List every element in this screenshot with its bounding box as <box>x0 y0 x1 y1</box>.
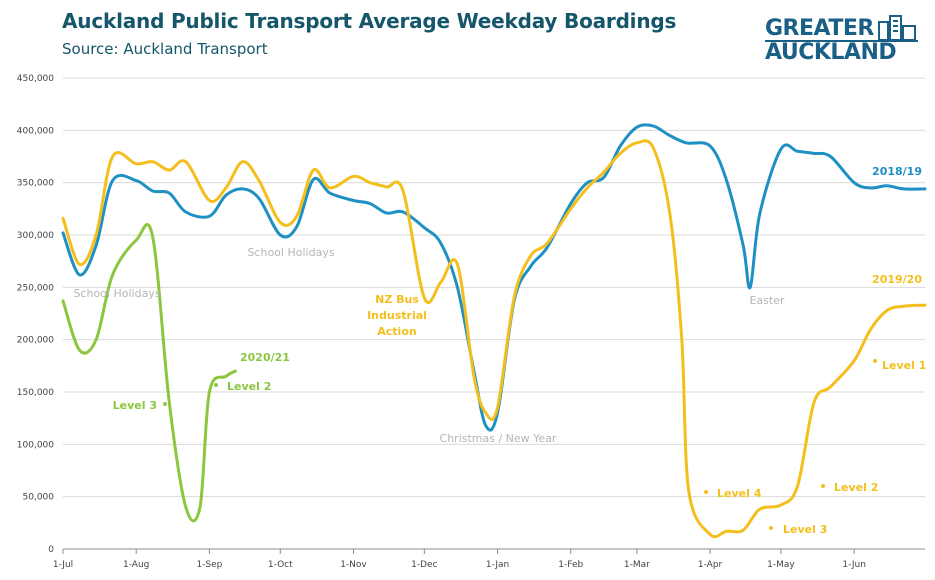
annotation-label: School Holidays <box>73 287 160 300</box>
series-label: 2019/20 <box>872 273 922 286</box>
x-tick-label: 1-Apr <box>698 560 723 570</box>
y-tick-label: 300,000 <box>17 231 54 241</box>
greater-auckland-logo: GREATER AUCKLAND <box>765 14 925 66</box>
logo-text-line1: GREATER <box>765 16 874 41</box>
grid-lines <box>63 77 925 498</box>
annotation-marker <box>703 489 709 495</box>
y-tick-label: 200,000 <box>17 336 54 346</box>
building-icon <box>878 15 916 40</box>
x-tick-label: 1-Jul <box>53 560 73 570</box>
annotation-label: Easter <box>749 294 785 307</box>
labels: 2018/19 2019/20 2020/21 School Holidays Scho… <box>73 165 926 536</box>
annotation-marker <box>872 358 878 364</box>
x-tick-label: 1-May <box>767 560 795 570</box>
annotation-label: Industrial <box>367 309 427 322</box>
x-tick-label: 1-Mar <box>624 560 650 570</box>
y-tick-label: 450,000 <box>17 74 54 84</box>
x-tick-label: 1-Dec <box>411 560 437 570</box>
y-tick-label: 400,000 <box>17 126 54 136</box>
annotation-label: Level 3 <box>113 399 157 412</box>
y-tick-label: 250,000 <box>17 283 54 293</box>
annotation-label: Action <box>377 325 416 338</box>
series-label: 2020/21 <box>240 351 290 364</box>
annotation-marker <box>162 401 168 407</box>
y-tick-label: 100,000 <box>17 440 54 450</box>
series-line-2019-20 <box>61 139 927 539</box>
x-tick-label: 1-Feb <box>558 560 583 570</box>
y-tick-label: 150,000 <box>17 388 54 398</box>
x-tick-label: 1-Jun <box>842 560 866 570</box>
series-label: 2018/19 <box>872 165 922 178</box>
annotation-marker <box>820 483 826 489</box>
logo-text-line2: AUCKLAND <box>765 40 897 65</box>
x-tick-label: 1-Sep <box>196 560 222 570</box>
logo-divider <box>765 40 918 42</box>
x-tick-label: 1-Jan <box>486 560 509 570</box>
series-lines <box>61 123 927 539</box>
x-tick-label: 1-Oct <box>268 560 293 570</box>
chart-title: Auckland Public Transport Average Weekda… <box>62 9 677 33</box>
annotation-label: NZ Bus <box>375 293 419 306</box>
y-tick-label: 350,000 <box>17 179 54 189</box>
annotation-label: Level 1 <box>882 359 926 372</box>
annotation-marker <box>768 525 774 531</box>
series-line-2020-21 <box>61 223 237 523</box>
annotation-label: Level 4 <box>717 487 762 500</box>
annotation-label: School Holidays <box>247 246 334 259</box>
y-tick-label: 0 <box>48 545 54 555</box>
annotation-label: Level 2 <box>227 380 271 393</box>
annotation-label: Level 3 <box>783 523 827 536</box>
annotation-label: Christmas / New Year <box>440 432 557 445</box>
chart-subtitle: Source: Auckland Transport <box>62 40 268 58</box>
x-tick-label: 1-Nov <box>340 560 367 570</box>
markers <box>162 358 878 531</box>
y-tick-label: 50,000 <box>23 493 55 503</box>
annotation-label: Level 2 <box>834 481 878 494</box>
annotation-marker <box>213 382 219 388</box>
x-tick-label: 1-Aug <box>123 560 149 570</box>
axes: 0 50,000 100,000 150,000 200,000 250,000 300,0… <box>17 74 925 570</box>
